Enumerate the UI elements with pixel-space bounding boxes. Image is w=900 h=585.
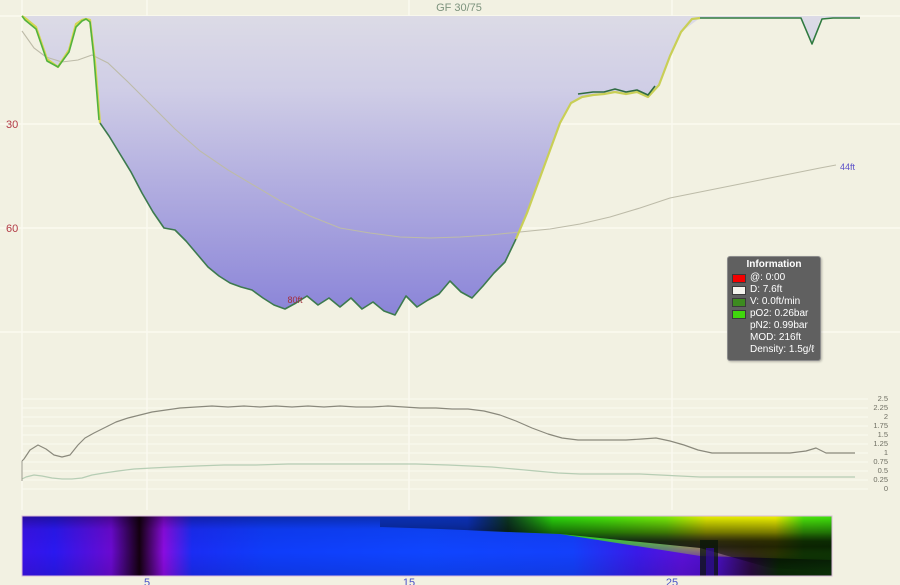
- info-row-velocity: V: 0.0ft/min: [732, 296, 816, 308]
- depth-ytick-0: 30: [6, 119, 18, 131]
- info-pn2-label: pN2: 0.99bar: [750, 320, 808, 331]
- info-row-mod: MOD: 216ft: [732, 332, 816, 344]
- velocity-swatch-icon: [732, 297, 746, 307]
- tissue-ytick-4: 1.5: [878, 430, 888, 439]
- info-time-label: @: 0:00: [750, 272, 786, 283]
- saturation-heatmap-svg[interactable]: 5 15 25: [0, 510, 900, 585]
- info-row-depth: D: 7.6ft: [732, 284, 816, 296]
- max-depth-label: 80ft: [287, 295, 303, 305]
- tissue-ytick-6: 1: [884, 448, 888, 457]
- depth-y-ticks: 30 60: [6, 119, 18, 235]
- information-tooltip[interactable]: Information @: 0:00 D: 7.6ft V: 0.0ft/mi…: [727, 256, 821, 361]
- info-row-time: @: 0:00: [732, 272, 816, 284]
- depth-ytick-1: 60: [6, 223, 18, 235]
- depth-line-deco-stops: [577, 85, 656, 96]
- time-swatch-icon: [732, 273, 746, 283]
- saturation-heatmap-panel[interactable]: 5 15 25: [0, 510, 900, 585]
- tissue-ytick-2: 2: [884, 412, 888, 421]
- tissue-ytick-7: 0.75: [873, 457, 888, 466]
- tissue-ytick-3: 1.75: [873, 421, 888, 430]
- info-row-pn2: pN2: 0.99bar: [732, 320, 816, 332]
- tissue-ytick-8: 0.5: [878, 466, 888, 475]
- heatmap-border: [21, 515, 833, 577]
- tissue-panel-bg: [0, 385, 900, 510]
- info-row-po2: pO2: 0.26bar: [732, 308, 816, 320]
- tissue-pressure-panel[interactable]: 2.5 2.25 2 1.75 1.5 1.25 1 0.75 0.5 0.25…: [0, 385, 900, 510]
- info-po2-label: pO2: 0.26bar: [750, 308, 809, 319]
- depth-line-descent-overlay: [21, 15, 100, 121]
- ceiling-curve: [21, 30, 837, 239]
- tissue-ytick-0: 2.5: [878, 394, 888, 403]
- xtick-15: 15: [403, 577, 415, 585]
- depth-line-surface: [700, 17, 860, 45]
- xtick-25: 25: [666, 577, 678, 585]
- depth-profile-panel[interactable]: 30 60 GF 30/75 80ft 44ft: [0, 0, 900, 385]
- depth-line-bottom: [99, 122, 517, 316]
- xtick-5: 5: [144, 577, 150, 585]
- mod-swatch-placeholder: [732, 334, 746, 343]
- tissue-ytick-1: 2.25: [873, 403, 888, 412]
- info-density-label: Density: 1.5g/ℓ: [750, 344, 815, 355]
- depth-profile-svg[interactable]: 30 60 GF 30/75 80ft 44ft: [0, 0, 900, 385]
- info-row-density: Density: 1.5g/ℓ: [732, 344, 816, 356]
- tissue-gridlines: [21, 385, 868, 510]
- depth-swatch-icon: [732, 285, 746, 295]
- po2-swatch-icon: [732, 309, 746, 319]
- heatmap-field: [22, 516, 832, 576]
- tissue-pn2-line: [21, 405, 855, 462]
- tissue-y-ticks: 2.5 2.25 2 1.75 1.5 1.25 1 0.75 0.5 0.25…: [873, 394, 888, 493]
- density-swatch-placeholder: [732, 346, 746, 355]
- tissue-ytick-9: 0.25: [873, 475, 888, 484]
- info-mod-label: MOD: 216ft: [750, 332, 802, 343]
- tissue-ytick-5: 1.25: [873, 439, 888, 448]
- tissue-pressure-svg[interactable]: 2.5 2.25 2 1.75 1.5 1.25 1 0.75 0.5 0.25…: [0, 385, 900, 510]
- tissue-po2-line: [21, 463, 855, 480]
- depth-line-ascent: [514, 16, 701, 240]
- chart-title: GF 30/75: [436, 2, 482, 14]
- ceiling-depth-label: 44ft: [840, 162, 856, 172]
- info-velocity-label: V: 0.0ft/min: [750, 296, 801, 307]
- x-axis-ticks[interactable]: 5 15 25: [144, 577, 678, 585]
- pn2-swatch-placeholder: [732, 322, 746, 331]
- info-depth-label: D: 7.6ft: [750, 284, 783, 295]
- information-title: Information: [746, 259, 802, 270]
- tissue-ytick-10: 0: [884, 484, 888, 493]
